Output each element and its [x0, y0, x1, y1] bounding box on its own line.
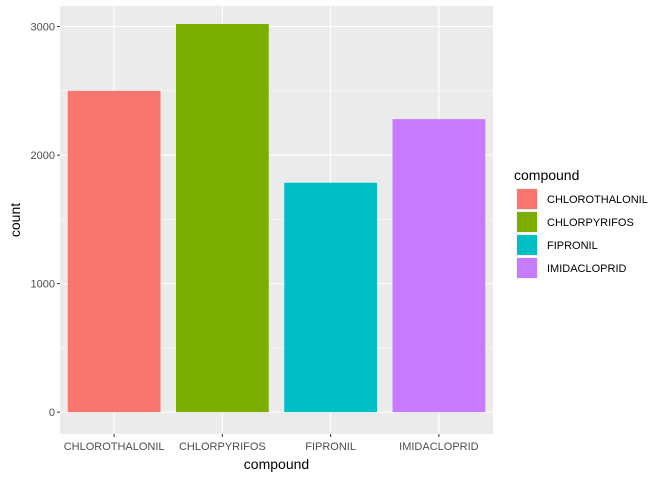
x-tick-label: FIPRONIL [305, 441, 356, 453]
y-tick-label: 2000 [31, 150, 55, 162]
legend-label: CHLOROTHALONIL [547, 194, 648, 206]
bar-chlorpyrifos [176, 23, 269, 413]
bars [67, 23, 486, 413]
y-tick-label: 0 [49, 407, 55, 419]
y-axis-title: count [7, 203, 23, 237]
x-tick-label: CHLORPYRIFOS [179, 441, 266, 453]
legend-key-fipronil [517, 235, 537, 255]
bar-imidacloprid [392, 119, 486, 413]
legend: compound CHLOROTHALONIL CHLORPYRIFOS FIPRO… [514, 167, 648, 279]
legend-key-chlorpyrifos [517, 212, 537, 232]
legend-label: CHLORPYRIFOS [547, 217, 634, 229]
legend-key-imidacloprid [517, 258, 537, 278]
x-axis-ticks: CHLOROTHALONIL CHLORPYRIFOS FIPRONIL IMIDAC… [64, 434, 479, 453]
y-tick-label: 1000 [31, 279, 55, 291]
legend-items: CHLOROTHALONIL CHLORPYRIFOS FIPRONIL IMIDAC… [516, 188, 648, 279]
y-tick-label: 3000 [31, 22, 55, 34]
x-tick-label: CHLOROTHALONIL [64, 441, 165, 453]
bar-fipronil [284, 182, 377, 413]
x-tick-label: IMIDACLOPRID [399, 441, 479, 453]
legend-label: IMIDACLOPRID [547, 263, 627, 275]
legend-label: FIPRONIL [547, 240, 598, 252]
y-axis-ticks: 0 1000 2000 3000 [31, 22, 60, 419]
bar-chlorothalonil [67, 90, 161, 413]
x-axis-title: compound [244, 456, 309, 472]
legend-key-chlorothalonil [517, 189, 537, 209]
legend-title: compound [514, 167, 579, 183]
